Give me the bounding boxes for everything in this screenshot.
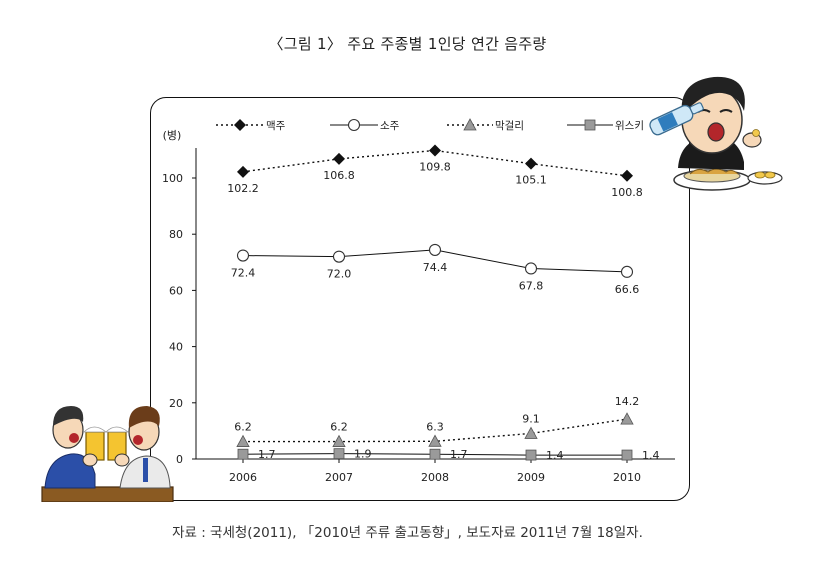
- data-point: [236, 249, 250, 262]
- legend-marker: [584, 119, 596, 131]
- data-point: [332, 434, 346, 447]
- data-point: [429, 144, 441, 157]
- legend-item: 소주: [330, 118, 400, 132]
- data-label: 1.4: [642, 449, 660, 462]
- data-label: 6.3: [426, 420, 444, 433]
- legend-marker: [463, 118, 477, 131]
- series-4: 1.7 1.9 1.7 1.4 1.4: [237, 448, 660, 462]
- x-tick-label: 2006: [229, 471, 257, 484]
- legend-item: 막걸리: [447, 118, 524, 132]
- series-2: 72.4 72.0 74.4 67.8 66.6: [231, 243, 640, 296]
- y-tick-label: 80: [169, 228, 183, 241]
- series-line: [243, 418, 628, 443]
- legend-label: 맥주: [266, 120, 286, 132]
- data-point: [428, 243, 442, 256]
- data-point: [525, 449, 537, 461]
- data-point: [620, 412, 634, 425]
- data-point: [525, 157, 537, 170]
- man-drinking-bottle-icon: [649, 76, 783, 191]
- data-label: 67.8: [519, 279, 544, 292]
- x-tick-label: 2008: [421, 471, 449, 484]
- data-label: 66.6: [615, 283, 640, 296]
- data-point: [428, 434, 442, 447]
- legend-item: 맥주: [216, 119, 286, 132]
- axes: 0 20 40 60 80 100 (병) 2006 2007 2008 2009 2010: [162, 129, 675, 484]
- y-tick-label: 100: [162, 172, 183, 185]
- data-label: 14.2: [615, 395, 640, 408]
- data-point: [429, 448, 441, 460]
- data-label: 1.7: [450, 448, 468, 461]
- legend-item: 위스키: [567, 119, 644, 132]
- data-label: 109.8: [419, 160, 451, 173]
- data-point: [237, 165, 249, 178]
- chart-frame: [150, 97, 690, 501]
- data-point: [524, 426, 538, 439]
- data-label: 9.1: [522, 412, 540, 425]
- two-men-cheers-icon: [41, 406, 174, 502]
- y-tick-label: 60: [169, 284, 183, 297]
- legend-label: 소주: [380, 120, 400, 132]
- data-point: [621, 449, 633, 461]
- data-label: 6.2: [234, 421, 252, 434]
- data-point: [620, 265, 634, 278]
- y-tick-label: 20: [169, 397, 183, 410]
- data-point: [524, 262, 538, 275]
- series-1: 102.2 106.8 109.8 105.1 100.8: [227, 144, 643, 199]
- y-tick-label: 40: [169, 341, 183, 354]
- legend-label: 막걸리: [495, 119, 524, 132]
- data-label: 1.4: [546, 449, 564, 462]
- data-point: [236, 434, 250, 447]
- x-tick-label: 2009: [517, 471, 545, 484]
- chart-title: 〈그림 1〉 주요 주종별 1인당 연간 음주량: [268, 35, 547, 53]
- data-label: 100.8: [611, 186, 643, 199]
- data-label: 1.7: [258, 448, 276, 461]
- legend: 맥주 소주 막걸리 위스키: [216, 118, 644, 132]
- data-label: 72.0: [327, 268, 352, 281]
- data-point: [332, 250, 346, 263]
- y-axis-label: (병): [163, 129, 182, 142]
- data-point: [333, 152, 345, 165]
- x-tick-label: 2007: [325, 471, 353, 484]
- data-point: [333, 448, 345, 460]
- data-point: [621, 169, 633, 182]
- x-tick-label: 2010: [613, 471, 641, 484]
- y-tick-label: 0: [176, 453, 183, 466]
- legend-label: 위스키: [615, 119, 644, 132]
- data-label: 105.1: [515, 174, 547, 187]
- data-point: [237, 448, 249, 460]
- legend-marker: [234, 119, 246, 131]
- data-label: 6.2: [330, 421, 348, 434]
- legend-marker: [347, 118, 361, 132]
- series-layer: 102.2 106.8 109.8 105.1 100.8 72.4 72.0 74.4 67.…: [227, 144, 660, 462]
- data-label: 106.8: [323, 169, 355, 182]
- series-3: 6.2 6.2 6.3 9.1 14.2: [234, 395, 640, 447]
- data-label: 1.9: [354, 448, 372, 461]
- data-label: 102.2: [227, 182, 259, 195]
- data-label: 72.4: [231, 267, 256, 280]
- source-note: 자료 : 국세청(2011), 「2010년 주류 출고동향」, 보도자료 20…: [172, 525, 643, 541]
- data-label: 74.4: [423, 261, 448, 274]
